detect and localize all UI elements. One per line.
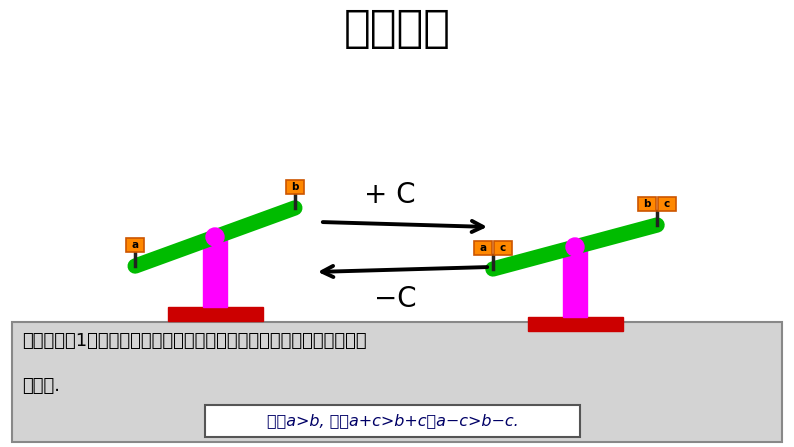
Text: −C: −C: [374, 285, 416, 313]
Text: 向不变.: 向不变.: [22, 377, 60, 395]
Circle shape: [566, 238, 584, 256]
Bar: [563, 247, 587, 317]
FancyBboxPatch shape: [494, 241, 512, 255]
Text: a: a: [480, 243, 487, 253]
Text: 如果a>b, 那么a+c>b+c，a−c>b−c.: 如果a>b, 那么a+c>b+c，a−c>b−c.: [267, 413, 518, 429]
Bar: [527, 317, 622, 331]
FancyBboxPatch shape: [205, 405, 580, 437]
Text: b: b: [291, 182, 299, 192]
FancyBboxPatch shape: [286, 180, 304, 194]
Text: 知识精讲: 知识精讲: [344, 7, 450, 50]
Text: c: c: [664, 199, 670, 209]
Text: a: a: [132, 240, 139, 250]
FancyBboxPatch shape: [638, 197, 656, 211]
Bar: [203, 237, 227, 307]
Text: b: b: [643, 199, 651, 209]
FancyBboxPatch shape: [474, 241, 492, 255]
Text: c: c: [499, 243, 506, 253]
Bar: [168, 307, 263, 321]
FancyBboxPatch shape: [126, 238, 145, 252]
Circle shape: [206, 228, 224, 246]
Text: + C: + C: [364, 181, 416, 209]
FancyBboxPatch shape: [12, 322, 782, 442]
FancyBboxPatch shape: [658, 197, 676, 211]
Text: 不等式性质1：不等式两边加（或减）同一个数（或式子），不等号的方: 不等式性质1：不等式两边加（或减）同一个数（或式子），不等号的方: [22, 332, 367, 350]
